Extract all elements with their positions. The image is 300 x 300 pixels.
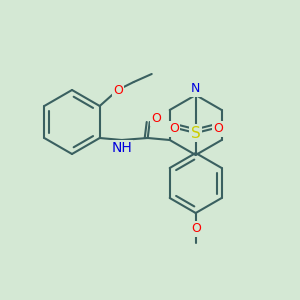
Text: S: S — [191, 125, 201, 140]
Text: N: N — [191, 82, 200, 95]
Text: O: O — [191, 223, 201, 236]
Text: O: O — [113, 83, 123, 97]
Text: O: O — [213, 122, 223, 136]
Text: NH: NH — [111, 141, 132, 155]
Text: O: O — [169, 122, 178, 136]
Text: O: O — [151, 112, 161, 124]
